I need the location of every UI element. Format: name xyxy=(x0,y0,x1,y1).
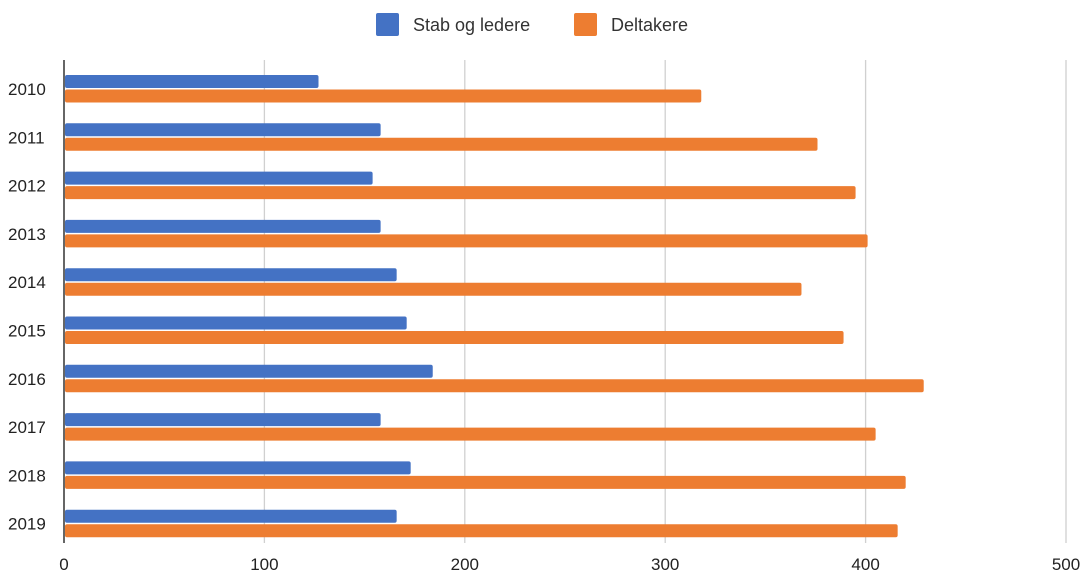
legend-label: Stab og ledere xyxy=(413,15,530,35)
y-tick-label: 2012 xyxy=(8,177,46,196)
y-tick-label: 2017 xyxy=(8,418,46,437)
bars xyxy=(65,75,924,538)
bar-deltakere-2010 xyxy=(65,89,702,103)
bar-stab-og-ledere-2017 xyxy=(65,413,381,427)
y-tick-label: 2011 xyxy=(8,128,45,147)
bar-deltakere-2015 xyxy=(65,331,844,344)
bar-stab-og-ledere-2012 xyxy=(65,171,373,185)
bar-deltakere-2013 xyxy=(65,234,868,248)
legend-swatch xyxy=(376,13,399,36)
bar-stab-og-ledere-2016 xyxy=(65,364,433,378)
y-tick-label: 2010 xyxy=(8,80,46,99)
bar-deltakere-2018 xyxy=(65,475,906,489)
bar-deltakere-2019 xyxy=(65,524,898,538)
x-axis: 0 100 200 300 400 500 xyxy=(59,555,1080,574)
y-tick-label: 2015 xyxy=(8,322,46,341)
y-tick-label: 2019 xyxy=(8,515,46,534)
x-tick-label: 200 xyxy=(451,555,479,574)
x-tick-label: 500 xyxy=(1052,555,1080,574)
bar-stab-og-ledere-2010 xyxy=(65,75,319,88)
bar-stab-og-ledere-2018 xyxy=(65,461,411,475)
x-tick-label: 400 xyxy=(851,555,879,574)
y-tick-label: 2013 xyxy=(8,225,46,244)
bar-deltakere-2014 xyxy=(65,282,802,296)
x-tick-label: 0 xyxy=(59,555,68,574)
bar-deltakere-2012 xyxy=(65,186,856,200)
bar-stab-og-ledere-2013 xyxy=(65,219,381,233)
bar-deltakere-2017 xyxy=(65,427,876,441)
legend-label: Deltakere xyxy=(611,15,688,35)
y-tick-label: 2014 xyxy=(8,273,46,292)
bar-deltakere-2016 xyxy=(65,379,924,393)
bar-stab-og-ledere-2014 xyxy=(65,268,397,282)
bar-stab-og-ledere-2019 xyxy=(65,509,397,523)
bar-stab-og-ledere-2015 xyxy=(65,316,407,330)
legend: Stab og ledere Deltakere xyxy=(376,13,688,36)
bar-deltakere-2011 xyxy=(65,137,818,151)
legend-swatch xyxy=(574,13,597,36)
bar-stab-og-ledere-2011 xyxy=(65,123,381,137)
x-tick-label: 300 xyxy=(651,555,679,574)
x-tick-label: 100 xyxy=(250,555,278,574)
y-axis: 2010 2011 2012 2013 2014 2015 2016 2017 2018 2019 xyxy=(8,60,65,543)
y-tick-label: 2018 xyxy=(8,466,46,485)
y-tick-label: 2016 xyxy=(8,370,46,389)
